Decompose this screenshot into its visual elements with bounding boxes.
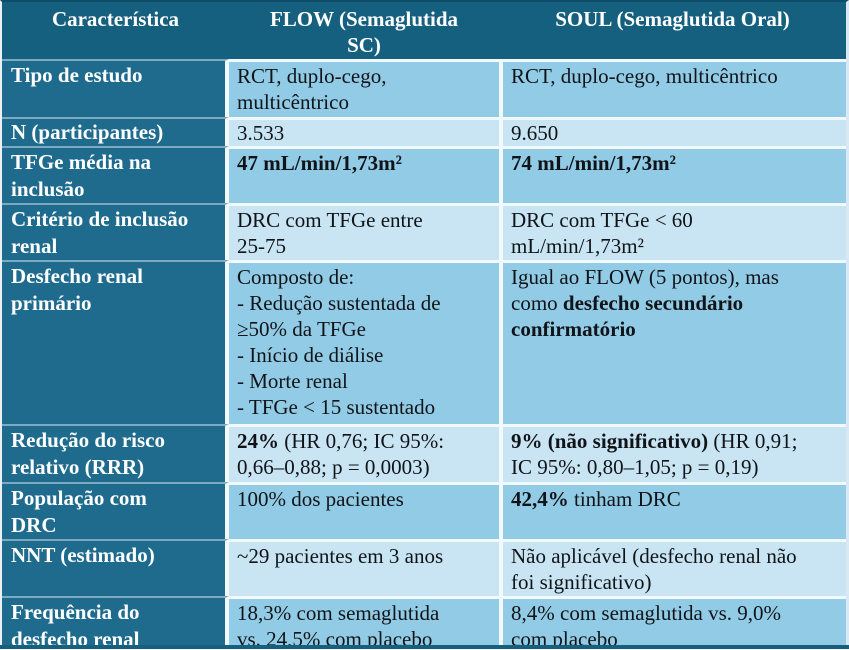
row-label: TFGe média na inclusão bbox=[2, 146, 229, 203]
row-label: Critério de inclusão renal bbox=[2, 203, 229, 260]
soul-cell: RCT, duplo-cego, multicêntrico bbox=[499, 59, 846, 117]
row-label: Frequência do desfecho renal bbox=[2, 596, 229, 650]
table-row: NNT (estimado) ~29 pacientes em 3 anos Não… bbox=[2, 539, 846, 596]
table-row: TFGe média na inclusão 47 mL/min/1,73m² 74… bbox=[2, 146, 846, 203]
row-label: Redução do risco relativo (RRR) bbox=[2, 424, 229, 482]
soul-cell: 8,4% com semaglutida vs. 9,0% com placebo bbox=[499, 596, 846, 650]
soul-cell: Igual ao FLOW (5 pontos), mas como desfec… bbox=[499, 260, 846, 424]
soul-cell: 9% (não significativo) (HR 0,91; IC 95%: … bbox=[499, 424, 846, 482]
flow-cell: ~29 pacientes em 3 anos bbox=[229, 539, 499, 596]
table-row: Desfecho renal primário Composto de: - Red… bbox=[2, 260, 846, 424]
flow-cell: 100% dos pacientes bbox=[229, 482, 499, 539]
table-bottom-border bbox=[0, 645, 849, 650]
flow-cell: RCT, duplo-cego, multicêntrico bbox=[229, 59, 499, 117]
column-header-flow: FLOW (Semaglutida SC) bbox=[229, 2, 499, 59]
row-label: Desfecho renal primário bbox=[2, 260, 229, 424]
table-row: Frequência do desfecho renal 18,3% com se… bbox=[2, 596, 846, 650]
column-header-caracteristica: Característica bbox=[2, 2, 229, 59]
soul-cell: DRC com TFGe < 60 mL/min/1,73m² bbox=[499, 203, 846, 260]
flow-cell: 18,3% com semaglutida vs. 24,5% com place… bbox=[229, 596, 499, 650]
header-row: Característica FLOW (Semaglutida SC) SOU… bbox=[2, 2, 846, 59]
flow-cell: DRC com TFGe entre 25-75 bbox=[229, 203, 499, 260]
soul-cell: Não aplicável (desfecho renal não foi sig… bbox=[499, 539, 846, 596]
flow-cell: Composto de: - Redução sustentada de ≥50% … bbox=[229, 260, 499, 424]
table-row: População com DRC 100% dos pacientes 42,4%… bbox=[2, 482, 846, 539]
row-label: População com DRC bbox=[2, 482, 229, 539]
row-label: Tipo de estudo bbox=[2, 59, 229, 117]
flow-cell: 3.533 bbox=[229, 117, 499, 146]
table-row: Critério de inclusão renal DRC com TFGe e… bbox=[2, 203, 846, 260]
table-row: N (participantes) 3.533 9.650 bbox=[2, 117, 846, 146]
row-label: NNT (estimado) bbox=[2, 539, 229, 596]
soul-cell: 74 mL/min/1,73m² bbox=[499, 146, 846, 203]
soul-cell: 42,4% tinham DRC bbox=[499, 482, 846, 539]
soul-cell: 9.650 bbox=[499, 117, 846, 146]
table-row: Redução do risco relativo (RRR) 24% (HR 0… bbox=[2, 424, 846, 482]
flow-cell: 24% (HR 0,76; IC 95%: 0,66–0,88; p = 0,00… bbox=[229, 424, 499, 482]
table-body: Tipo de estudo RCT, duplo-cego, multicêntr… bbox=[2, 59, 846, 650]
table-row: Tipo de estudo RCT, duplo-cego, multicêntr… bbox=[2, 59, 846, 117]
column-header-soul: SOUL (Semaglutida Oral) bbox=[499, 2, 846, 59]
row-label: N (participantes) bbox=[2, 117, 229, 146]
flow-cell: 47 mL/min/1,73m² bbox=[229, 146, 499, 203]
